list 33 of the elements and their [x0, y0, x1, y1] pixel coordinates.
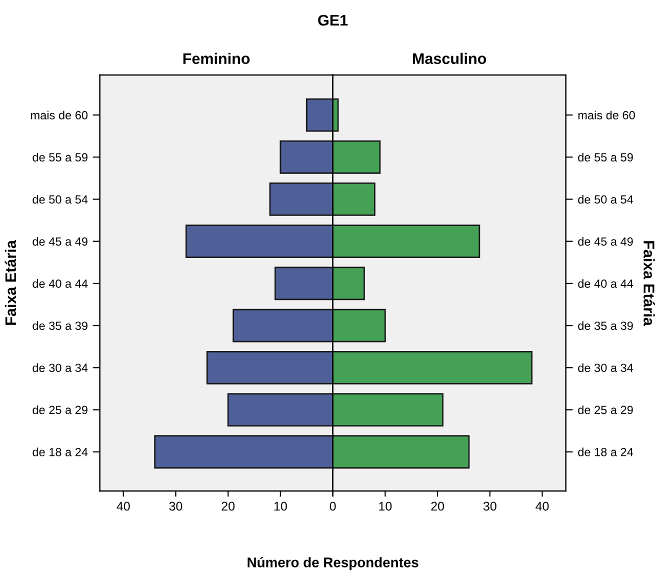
x-tick-label: 40	[116, 502, 130, 511]
y-tick-label: de 30 a 34	[32, 363, 88, 372]
y-tick-label: de 18 a 24	[578, 448, 634, 456]
y-tick-label: de 25 a 29	[578, 405, 633, 414]
y-tick-label: de 30 a 34	[578, 363, 634, 372]
chart-title: Feminino	[183, 52, 250, 64]
y-axis-title: Faixa Etária	[4, 240, 16, 325]
x-tick-label: 10	[379, 502, 392, 511]
x-tick-label: 0	[330, 502, 336, 511]
y-tick-label: de 45 a 49	[32, 237, 88, 246]
y-tick-label: de 40 a 44	[578, 279, 634, 288]
x-tick-label: 20	[222, 502, 235, 511]
y-tick-label: de 35 a 39	[32, 321, 88, 330]
chart-title: Masculino	[412, 52, 486, 64]
y-tick-label: de 50 a 54	[32, 194, 88, 204]
x-tick-label: 20	[431, 502, 444, 511]
y-tick-label: de 45 a 49	[578, 237, 633, 246]
y-tick-label: de 55 a 59	[32, 152, 88, 162]
y-tick-label: de 18 a 24	[32, 448, 88, 456]
y-tick-label: de 25 a 29	[32, 405, 88, 414]
x-axis-title: Número de Respondentes	[248, 557, 418, 570]
y-tick-label: de 50 a 54	[578, 194, 634, 204]
x-tick-label: 40	[536, 502, 549, 511]
x-tick-label: 30	[169, 502, 182, 511]
x-tick-label: 30	[483, 502, 496, 511]
y-tick-label: de 35 a 39	[578, 321, 633, 330]
text: GE1	[318, 14, 348, 26]
y-axis-title: Faixa Etária	[644, 241, 655, 326]
y-tick-label: mais de 60	[31, 110, 88, 120]
y-tick-label: mais de 60	[578, 110, 635, 120]
x-tick-label: 10	[274, 502, 287, 511]
y-tick-label: de 40 a 44	[32, 279, 88, 288]
y-tick-label: de 55 a 59	[578, 152, 633, 162]
